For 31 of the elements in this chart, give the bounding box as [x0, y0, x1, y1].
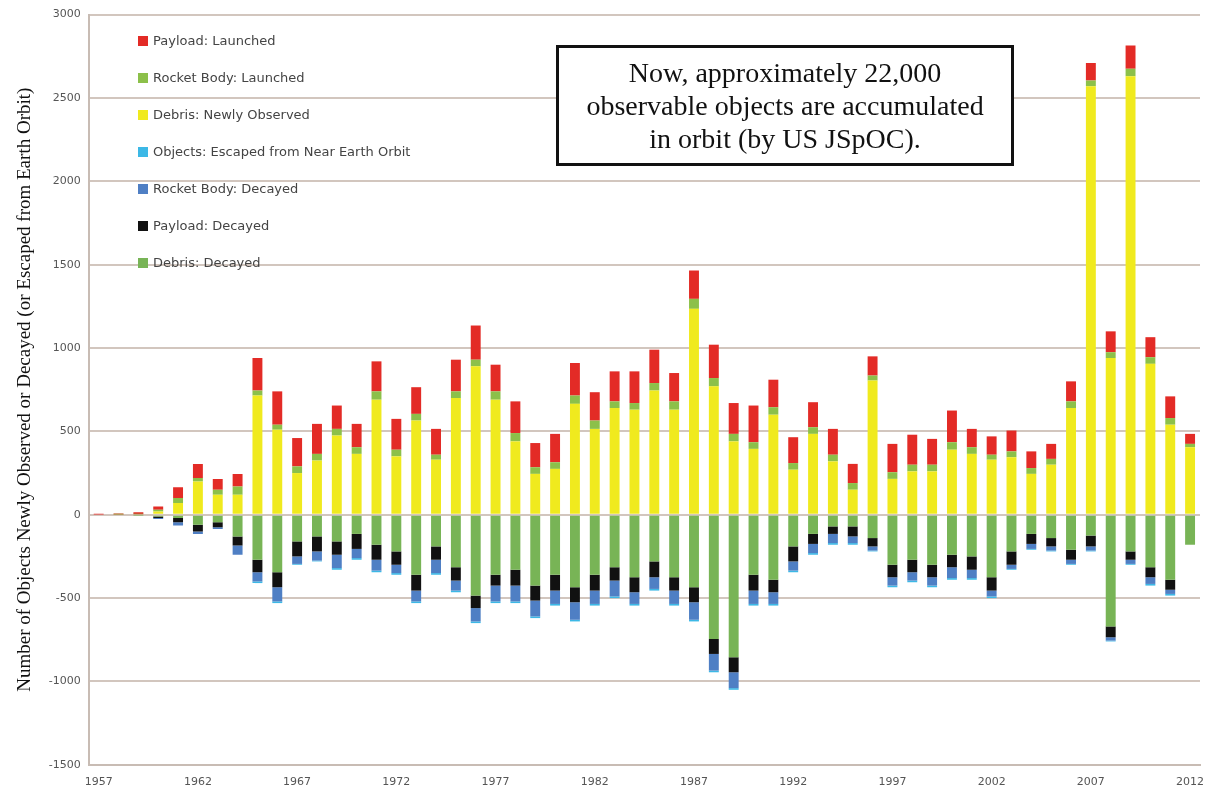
y-tick-label: 1000 [52, 340, 81, 354]
x-tick-label: 1967 [283, 775, 312, 789]
x-tick-label: 1977 [481, 775, 510, 789]
y-tick-label: 1500 [52, 257, 81, 271]
legend-label: Objects: Escaped from Near Earth Orbit [153, 144, 411, 159]
y-tick-label: 2500 [52, 90, 81, 104]
legend-label: Debris: Decayed [153, 255, 261, 270]
y-tick-label: -500 [55, 590, 81, 604]
x-tick-label: 2002 [977, 775, 1006, 789]
legend-label: Debris: Newly Observed [153, 107, 310, 122]
legend-label: Payload: Launched [153, 33, 276, 48]
y-tick-label: 500 [59, 424, 81, 438]
x-tick-label: 1982 [580, 775, 609, 789]
legend-label: Rocket Body: Launched [153, 70, 305, 85]
x-tick-label: 1962 [183, 775, 212, 789]
y-axis-title: Number of Objects Newly Observed or Decayed (or Escaped from Earth Orbit) [13, 87, 36, 692]
legend-label: Payload: Decayed [153, 218, 270, 233]
x-tick-label: 1997 [878, 775, 907, 789]
y-tick-label: 3000 [52, 7, 81, 21]
x-tick-label: 2007 [1076, 775, 1105, 789]
annotation: Now, approximately 22,000 observable objects are accumulated in orbit (by US JSpOC). [556, 45, 1014, 166]
legend-label: Rocket Body: Decayed [153, 181, 299, 196]
y-tick-label: -1500 [48, 757, 81, 771]
x-tick-label: 1987 [679, 775, 708, 789]
x-tick-label: 2012 [1176, 775, 1205, 789]
x-tick-label: 1972 [382, 775, 411, 789]
x-tick-label: 1957 [84, 775, 113, 789]
y-tick-label: -1000 [48, 674, 81, 688]
x-tick-label: 1992 [779, 775, 808, 789]
y-tick-label: 2000 [52, 174, 81, 188]
y-tick-label: 0 [73, 507, 81, 521]
